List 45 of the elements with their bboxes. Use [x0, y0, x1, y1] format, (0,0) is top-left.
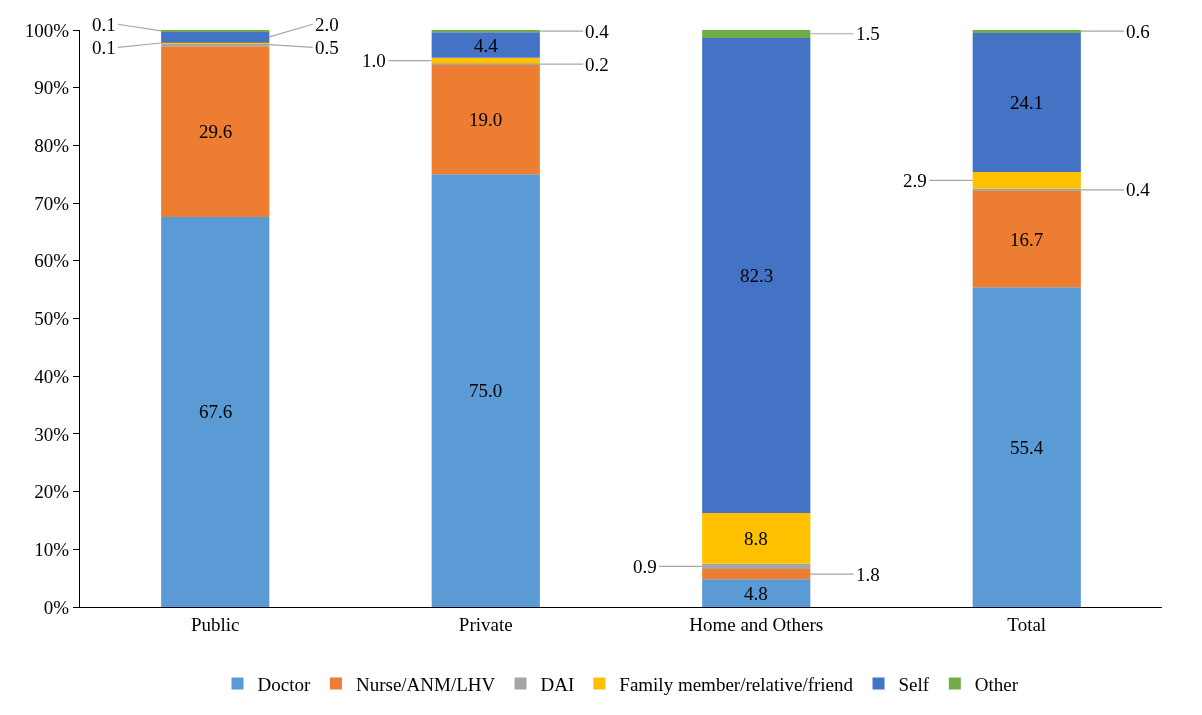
data-label: 82.3: [740, 265, 774, 286]
data-label: 19.0: [469, 109, 503, 130]
data-label: 0.5: [315, 37, 339, 58]
y-tick-label: 20%: [34, 481, 70, 503]
y-tick-label: 70%: [34, 192, 70, 214]
data-label: 0.1: [92, 37, 116, 58]
data-label: 16.7: [1010, 229, 1044, 250]
data-label: 2.9: [903, 170, 927, 191]
data-label: 0.4: [585, 21, 610, 42]
y-tick-label: 40%: [34, 365, 70, 387]
x-tick-label: Public: [190, 613, 240, 635]
data-label: 67.6: [199, 401, 233, 422]
legend-label: Self: [898, 673, 930, 695]
data-label: 29.6: [199, 121, 233, 142]
y-tick-label: 100%: [24, 19, 70, 41]
data-label: 1.8: [856, 564, 880, 585]
data-label: 75.0: [469, 380, 503, 401]
data-label: 4.4: [474, 35, 499, 56]
legend-label: Nurse/ANM/LHV: [355, 673, 496, 695]
y-tick-label: 80%: [34, 135, 70, 157]
y-tick-label: 0%: [43, 596, 70, 618]
y-tick-label: 30%: [34, 423, 70, 445]
data-label: 24.1: [1010, 92, 1044, 113]
data-label: 1.5: [856, 23, 880, 44]
y-tick-label: 60%: [34, 250, 70, 272]
legend-label: Doctor: [257, 673, 311, 695]
x-tick-label: Total: [1007, 613, 1047, 635]
y-tick-label: 50%: [34, 308, 70, 330]
x-tick-label: Home and Others: [689, 613, 824, 635]
data-label: 0.4: [1126, 179, 1151, 200]
y-tick-label: 90%: [34, 77, 70, 99]
data-label: 0.1: [92, 14, 116, 35]
x-tick-label: Private: [458, 613, 513, 635]
legend-label: Family member/relative/friend: [619, 673, 854, 695]
legend-label: Other: [974, 673, 1019, 695]
data-label: 0.9: [633, 556, 657, 577]
data-label: 0.6: [1126, 21, 1150, 42]
y-tick-label: 10%: [34, 538, 70, 560]
data-label: 0.2: [585, 54, 609, 75]
data-label: 8.8: [744, 528, 768, 549]
data-label: 1.0: [362, 50, 386, 71]
data-label: 2.0: [315, 14, 339, 35]
data-label: 55.4: [1010, 437, 1044, 458]
data-label: 4.8: [744, 583, 768, 604]
legend-label: DAI: [540, 673, 575, 695]
